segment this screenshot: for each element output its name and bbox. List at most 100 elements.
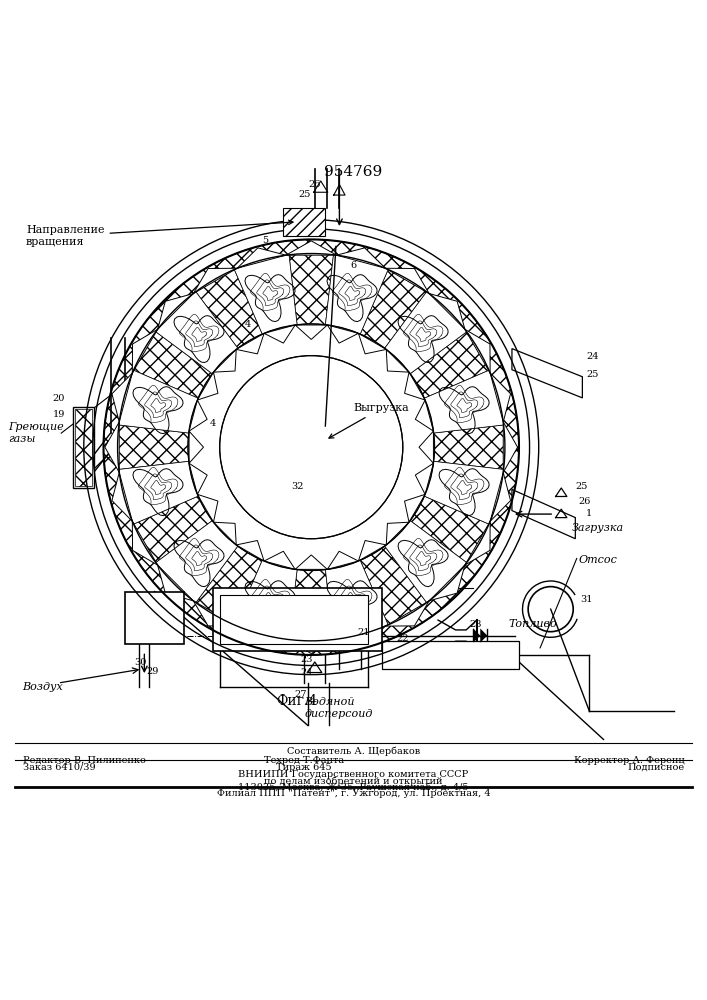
Polygon shape xyxy=(264,325,295,343)
Polygon shape xyxy=(465,521,490,565)
Polygon shape xyxy=(119,461,198,524)
Text: 22: 22 xyxy=(397,634,409,643)
Polygon shape xyxy=(158,565,193,601)
Bar xyxy=(124,592,185,644)
Bar xyxy=(75,409,91,486)
Circle shape xyxy=(220,356,403,539)
Polygon shape xyxy=(512,349,583,398)
Polygon shape xyxy=(286,639,337,654)
Polygon shape xyxy=(429,565,465,601)
Bar xyxy=(213,588,382,651)
Polygon shape xyxy=(386,522,409,545)
Text: 30: 30 xyxy=(134,658,146,667)
Polygon shape xyxy=(234,255,297,334)
Polygon shape xyxy=(385,292,467,374)
Text: Загрузка: Загрузка xyxy=(572,523,624,533)
Polygon shape xyxy=(156,521,238,603)
Polygon shape xyxy=(289,570,334,641)
Text: Редактор В. Пилипенко: Редактор В. Пилипенко xyxy=(23,756,146,765)
Text: 25: 25 xyxy=(586,370,598,379)
Polygon shape xyxy=(410,496,489,563)
Text: 31: 31 xyxy=(580,595,592,604)
Text: 19: 19 xyxy=(52,410,65,419)
Text: 26: 26 xyxy=(579,497,591,506)
Polygon shape xyxy=(337,248,385,268)
Polygon shape xyxy=(196,546,262,625)
Polygon shape xyxy=(358,540,386,561)
Polygon shape xyxy=(112,373,132,422)
Polygon shape xyxy=(490,472,510,521)
Polygon shape xyxy=(480,629,487,643)
Text: Подписное: Подписное xyxy=(627,763,684,772)
Polygon shape xyxy=(105,422,119,472)
Polygon shape xyxy=(117,254,505,641)
Polygon shape xyxy=(358,333,386,354)
Text: 25: 25 xyxy=(298,190,310,199)
Bar xyxy=(220,595,368,644)
Text: Составитель А. Щербаков: Составитель А. Щербаков xyxy=(287,746,420,756)
Polygon shape xyxy=(385,601,429,626)
Polygon shape xyxy=(433,425,505,469)
Polygon shape xyxy=(295,555,327,569)
Polygon shape xyxy=(289,254,334,325)
Polygon shape xyxy=(197,494,218,522)
Text: Выгрузка: Выгрузка xyxy=(329,403,409,438)
Polygon shape xyxy=(360,269,427,348)
Polygon shape xyxy=(325,255,388,334)
Polygon shape xyxy=(197,372,218,400)
Polygon shape xyxy=(156,292,238,374)
Polygon shape xyxy=(512,489,575,539)
Text: 27: 27 xyxy=(294,690,307,699)
Text: Отсос: Отсос xyxy=(579,555,618,565)
Bar xyxy=(73,407,93,488)
Polygon shape xyxy=(386,349,409,372)
Text: Водяной
дисперсоид: Водяной дисперсоид xyxy=(304,697,373,719)
Text: 25: 25 xyxy=(575,482,588,491)
Text: 113035, Москва, Ж-35, Раушская наб., д. 4/5: 113035, Москва, Ж-35, Раушская наб., д. … xyxy=(238,782,469,792)
Polygon shape xyxy=(327,325,358,343)
Text: 20: 20 xyxy=(52,394,65,403)
Text: по делам изобретений и открытий: по делам изобретений и открытий xyxy=(264,776,443,786)
Polygon shape xyxy=(196,269,262,348)
Polygon shape xyxy=(419,431,433,463)
Text: 954769: 954769 xyxy=(325,165,382,179)
Polygon shape xyxy=(264,551,295,569)
Polygon shape xyxy=(424,461,503,524)
Text: 24: 24 xyxy=(300,668,312,677)
Polygon shape xyxy=(189,431,204,463)
Polygon shape xyxy=(132,329,158,373)
Polygon shape xyxy=(158,294,193,329)
Polygon shape xyxy=(382,641,519,669)
Text: Воздух: Воздух xyxy=(23,682,63,692)
Text: Техред Т.Фанта: Техред Т.Фанта xyxy=(264,756,344,765)
Text: 21: 21 xyxy=(358,628,370,637)
Text: Заказ 6410/39: Заказ 6410/39 xyxy=(23,763,95,772)
Text: Направление
вращения: Направление вращения xyxy=(26,220,293,247)
Polygon shape xyxy=(503,422,518,472)
Polygon shape xyxy=(295,325,327,339)
Text: 24: 24 xyxy=(586,352,598,361)
Text: 4: 4 xyxy=(245,320,251,329)
Text: Топливо: Топливо xyxy=(508,619,557,629)
Polygon shape xyxy=(134,496,212,563)
Polygon shape xyxy=(234,560,297,640)
Polygon shape xyxy=(385,268,429,294)
Polygon shape xyxy=(415,463,433,494)
Text: 23: 23 xyxy=(300,655,312,664)
Polygon shape xyxy=(193,601,237,626)
Text: 6: 6 xyxy=(350,261,356,270)
Polygon shape xyxy=(360,546,427,625)
Text: ВНИИПИ Государственного комитета СССР: ВНИИПИ Государственного комитета СССР xyxy=(238,770,469,779)
Polygon shape xyxy=(327,551,358,569)
Text: Филиал ППП "Патент", г. Ужгород, ул. Проектная, 4: Филиал ППП "Патент", г. Ужгород, ул. Про… xyxy=(216,789,491,798)
Text: Тираж 645: Тираж 645 xyxy=(276,763,332,772)
Polygon shape xyxy=(465,329,490,373)
Polygon shape xyxy=(429,294,465,329)
Text: Корректор А. Ференц: Корректор А. Ференц xyxy=(574,756,684,765)
Text: 1: 1 xyxy=(586,509,592,518)
Polygon shape xyxy=(214,522,236,545)
Polygon shape xyxy=(410,332,489,398)
Text: Фиг.4: Фиг.4 xyxy=(276,694,317,708)
Polygon shape xyxy=(189,400,207,431)
Text: 28: 28 xyxy=(469,620,482,629)
